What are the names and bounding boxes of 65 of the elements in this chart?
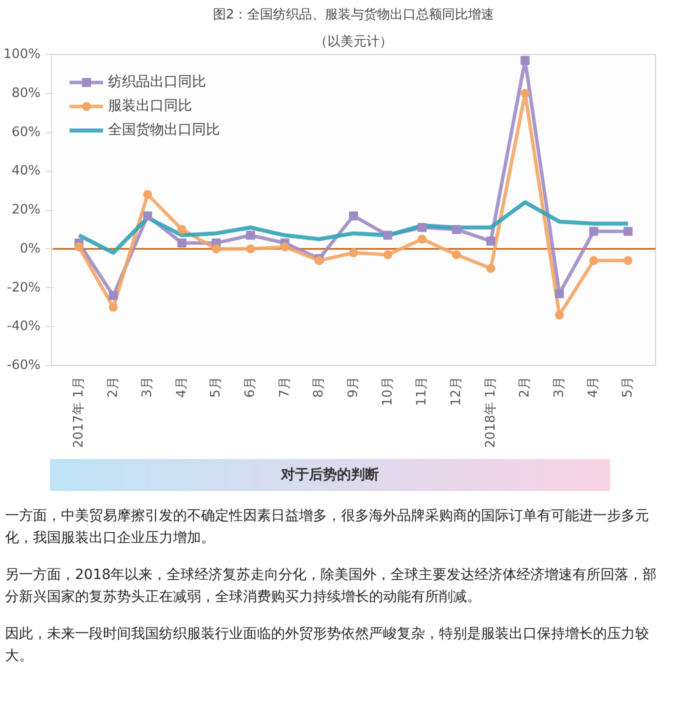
y-tick-label: 0%	[20, 241, 40, 256]
legend-label: 服装出口同比	[108, 97, 192, 115]
y-tick-label: 100%	[3, 47, 41, 62]
point	[177, 238, 186, 248]
point	[624, 256, 633, 266]
point	[108, 302, 118, 312]
legend-label: 全国货物出口同比	[108, 121, 220, 139]
x-tick-label: 2017年 1月	[71, 376, 86, 448]
point	[554, 289, 564, 298]
point	[280, 242, 290, 252]
x-tick-label: 2月	[106, 376, 121, 398]
point	[554, 310, 564, 320]
x-tick-label: 7月	[277, 376, 292, 398]
point	[177, 224, 186, 234]
point	[74, 242, 84, 252]
y-tick-label: 20%	[12, 202, 41, 218]
x-tick-label: 3月	[552, 376, 567, 398]
x-tick-label: 10月	[380, 376, 396, 406]
x-tick-label: 4月	[586, 376, 602, 398]
legend-label: 纺织品出口同比	[108, 73, 206, 91]
point	[486, 236, 496, 246]
y-tick-label: -20%	[6, 280, 41, 296]
chart-title: 图2：全国纺织品、服装与货物出口总额同比增速	[212, 8, 494, 22]
chart-subtitle: （以美元计）	[314, 34, 392, 50]
point	[383, 250, 392, 260]
point	[246, 244, 256, 254]
point	[486, 264, 496, 273]
x-tick-label: 2月	[518, 376, 533, 398]
x-tick-label: 8月	[312, 376, 327, 398]
point	[212, 244, 221, 254]
x-tick-label: 6月	[243, 376, 258, 398]
point	[452, 224, 461, 234]
point	[520, 88, 530, 98]
y-tick-label: -60%	[6, 358, 41, 373]
point	[349, 211, 358, 220]
y-tick-label: 80%	[12, 86, 41, 101]
point	[624, 226, 633, 236]
point	[418, 234, 427, 244]
point	[452, 250, 461, 260]
x-tick-label: 2018年 1月	[483, 376, 498, 448]
x-tick-label: 12月	[448, 376, 464, 406]
x-tick-label: 11月	[414, 376, 430, 406]
x-tick-label: 9月	[346, 376, 361, 398]
line-series	[76, 200, 630, 255]
point	[143, 211, 152, 220]
point	[418, 222, 427, 232]
y-tick-label: -40%	[6, 319, 41, 334]
point	[383, 230, 392, 240]
point	[520, 56, 530, 65]
point	[143, 190, 152, 199]
x-tick-label: 3月	[140, 376, 156, 398]
point	[108, 291, 118, 300]
point	[349, 248, 358, 258]
point	[589, 226, 598, 236]
text: 因此，未来一段时间我国纺织服装行业面临的外贸形势依然严峻复杂，特别是服装出口保持增长的压力较大。	[5, 624, 650, 666]
x-tick-label: 5月	[620, 376, 636, 398]
text: 对于后势的判断	[281, 466, 379, 485]
point	[589, 256, 598, 266]
y-tick-label: 60%	[12, 124, 41, 140]
text: 另一方面，2018年以来，全球经济复苏走向分化，除美国外，全球主要发达经济体经济增速有所回落，部分新兴国家的复苏势头正在减弱，全球消费购买力持续增长的动能有所削减。	[5, 566, 658, 608]
point	[246, 230, 256, 240]
x-tick-label: 5月	[208, 376, 224, 398]
y-tick-label: 40%	[12, 164, 41, 179]
text: 一方面，中美贸易摩擦引发的不确定性因素日益增多，很多海外品牌采购商的国际订单有可能进一步多元化，我国服装出口企业压力增加。	[5, 507, 650, 548]
x-tick-label: 4月	[174, 376, 190, 398]
